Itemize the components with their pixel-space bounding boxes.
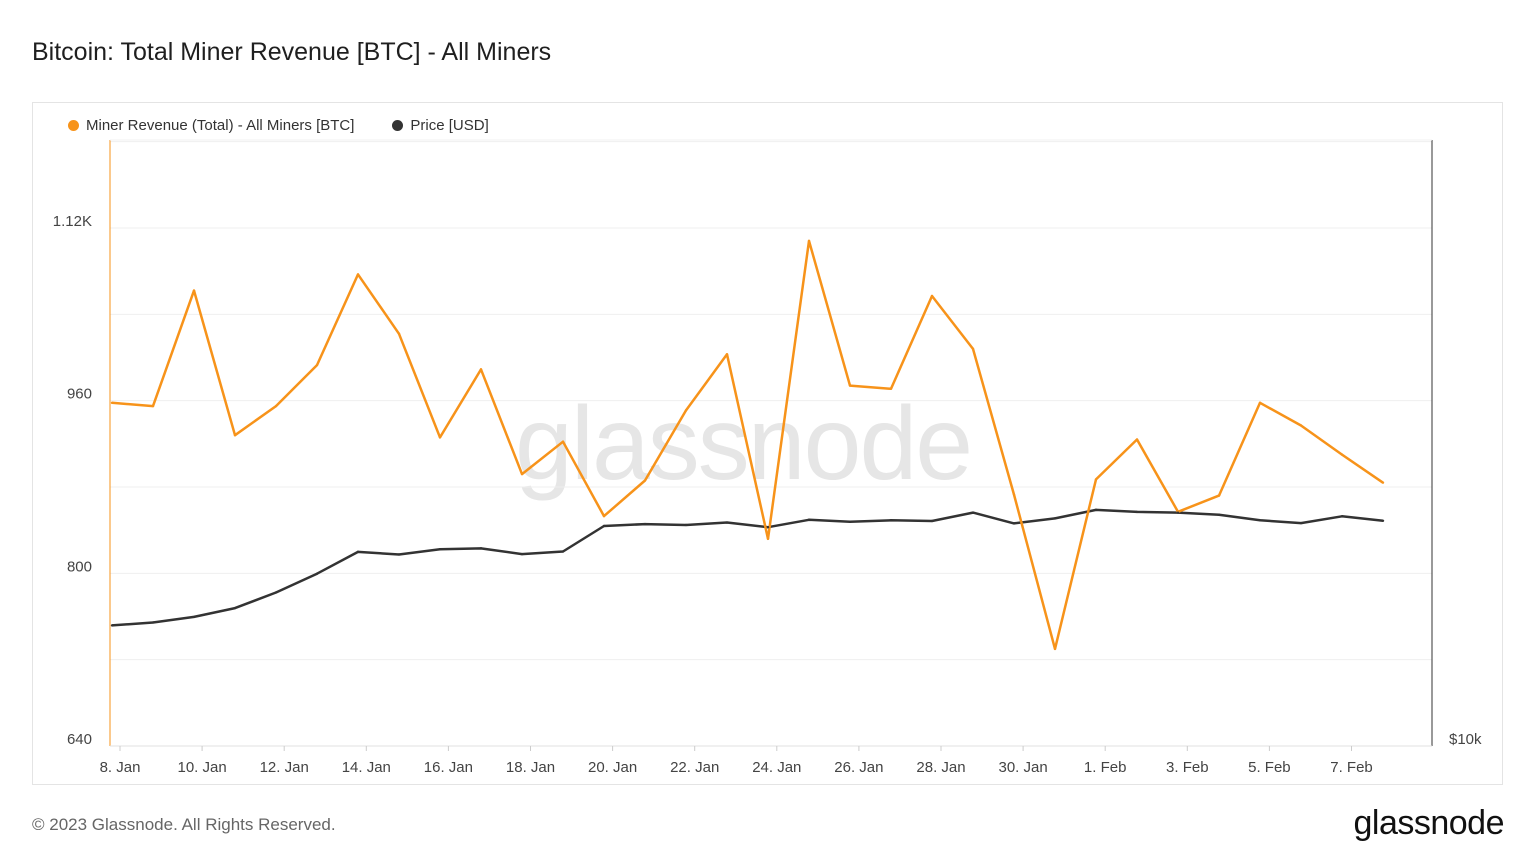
chart-panel	[32, 102, 1503, 785]
data-point-price	[1135, 510, 1139, 514]
data-point-miner-revenue	[479, 368, 483, 371]
legend: Miner Revenue (Total) - All Miners [BTC]…	[68, 117, 489, 134]
y-tick-label: 800	[67, 558, 92, 575]
data-point-price	[848, 520, 852, 523]
data-point-price	[1258, 519, 1262, 522]
data-point-price	[110, 624, 114, 627]
data-point-miner-revenue	[1012, 493, 1016, 496]
watermark: glassnode	[515, 386, 973, 502]
data-point-miner-revenue	[233, 434, 237, 437]
data-point-miner-revenue	[1258, 401, 1262, 405]
data-point-price	[397, 553, 401, 556]
data-point-price	[930, 519, 934, 523]
data-point-miner-revenue	[602, 514, 606, 518]
data-point-miner-revenue	[1340, 453, 1344, 456]
data-point-price	[1299, 521, 1303, 525]
data-point-miner-revenue	[315, 363, 319, 367]
x-tick-label: 8. Jan	[100, 759, 141, 776]
legend-item-miner-revenue[interactable]: Miner Revenue (Total) - All Miners [BTC]	[68, 117, 354, 134]
data-point-miner-revenue	[438, 436, 442, 439]
x-tick-label: 12. Jan	[260, 759, 309, 776]
x-tick-label: 10. Jan	[177, 759, 226, 776]
data-point-miner-revenue	[643, 479, 647, 482]
data-point-miner-revenue	[725, 353, 729, 356]
data-point-price	[315, 572, 319, 575]
data-point-price	[1217, 513, 1221, 516]
legend-label: Miner Revenue (Total) - All Miners [BTC]	[86, 117, 355, 134]
data-point-price	[602, 524, 606, 528]
data-point-miner-revenue	[1299, 424, 1303, 427]
copyright-text: © 2023 Glassnode. All Rights Reserved.	[32, 815, 336, 834]
x-tick-label: 5. Feb	[1248, 759, 1291, 776]
x-tick-label: 28. Jan	[916, 759, 965, 776]
data-point-price	[1053, 517, 1057, 520]
data-point-miner-revenue	[889, 387, 893, 390]
data-point-price	[438, 548, 442, 551]
series-line-miner-revenue	[111, 239, 1384, 651]
data-point-price	[889, 519, 893, 522]
data-point-price	[561, 550, 565, 553]
glassnode-logo: glassnode	[1353, 804, 1504, 842]
x-tick-label: 22. Jan	[670, 759, 719, 776]
data-point-miner-revenue	[1135, 438, 1139, 441]
data-point-price	[356, 550, 360, 554]
data-point-miner-revenue	[192, 289, 196, 292]
y-tick-label: 640	[67, 731, 92, 748]
legend-label: Price [USD]	[410, 117, 489, 134]
y2-tick-label: $10k	[1449, 731, 1482, 748]
data-point-miner-revenue	[274, 404, 278, 408]
data-point-miner-revenue	[1381, 481, 1385, 484]
x-tick-label: 30. Jan	[998, 759, 1047, 776]
y-tick-label: 960	[67, 386, 92, 403]
data-point-miner-revenue	[356, 273, 360, 276]
data-point-miner-revenue	[848, 384, 852, 387]
x-tick-label: 14. Jan	[342, 759, 391, 776]
data-point-price	[807, 518, 811, 521]
data-point-price	[1340, 515, 1344, 518]
x-tick-label: 16. Jan	[424, 759, 473, 776]
legend-dot-icon	[392, 120, 404, 131]
x-tick-label: 24. Jan	[752, 759, 801, 776]
data-point-price	[151, 621, 155, 624]
data-point-price	[520, 552, 524, 556]
data-point-miner-revenue	[930, 294, 934, 298]
data-point-price	[971, 511, 975, 514]
data-point-miner-revenue	[1217, 494, 1221, 497]
x-tick-label: 3. Feb	[1166, 759, 1209, 776]
x-tick-label: 20. Jan	[588, 759, 637, 776]
x-tick-label: 26. Jan	[834, 759, 883, 776]
data-point-price	[479, 547, 483, 550]
data-point-price	[192, 615, 196, 619]
series-line-price	[111, 508, 1384, 627]
x-tick-label: 1. Feb	[1084, 759, 1127, 776]
data-point-price	[684, 523, 688, 527]
data-point-miner-revenue	[520, 472, 524, 476]
data-point-miner-revenue	[110, 401, 114, 405]
data-point-price	[766, 526, 770, 529]
data-point-miner-revenue	[766, 537, 770, 540]
data-point-price	[274, 591, 278, 594]
chart-title: Bitcoin: Total Miner Revenue [BTC] - All…	[32, 38, 552, 66]
x-tick-label: 7. Feb	[1330, 759, 1373, 776]
data-point-price	[643, 522, 647, 526]
data-point-price	[233, 606, 237, 610]
legend-dot-icon	[68, 120, 79, 131]
data-point-price	[1381, 519, 1385, 522]
data-point-miner-revenue	[397, 332, 401, 335]
x-tick-label: 18. Jan	[506, 759, 555, 776]
data-point-miner-revenue	[561, 440, 565, 443]
data-point-miner-revenue	[971, 347, 975, 351]
data-point-price	[1094, 508, 1098, 512]
data-point-price	[1012, 522, 1016, 525]
data-point-miner-revenue	[1053, 647, 1057, 651]
data-point-price	[725, 521, 729, 524]
data-point-price	[1176, 511, 1180, 514]
data-point-miner-revenue	[807, 239, 811, 243]
legend-item-price[interactable]: Price [USD]	[392, 117, 489, 134]
data-point-miner-revenue	[1094, 478, 1098, 481]
y-tick-label: 1.12K	[53, 213, 92, 230]
data-point-miner-revenue	[684, 409, 688, 412]
data-point-miner-revenue	[151, 404, 155, 408]
